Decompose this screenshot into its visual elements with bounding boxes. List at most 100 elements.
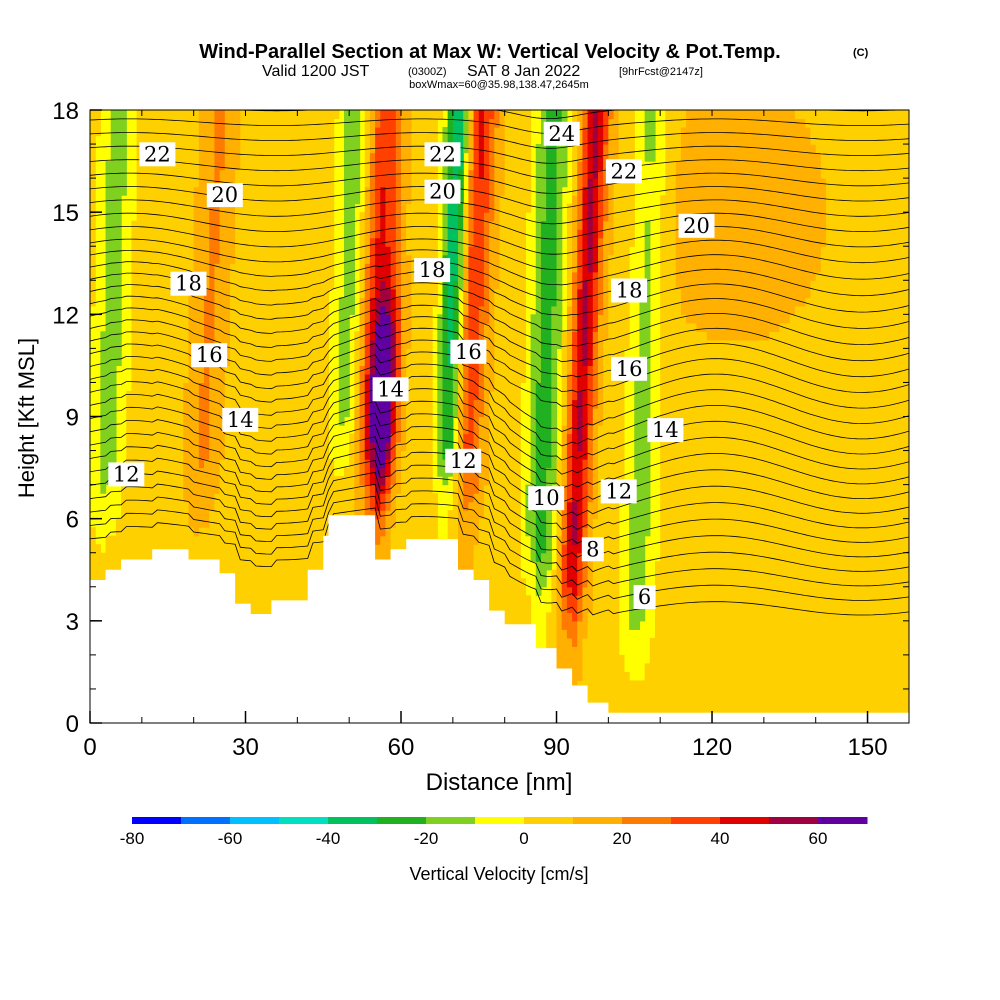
- w-field-cell: [204, 467, 210, 477]
- w-field-cell: [307, 442, 314, 452]
- w-field-cell: [478, 552, 485, 562]
- w-field-cell: [276, 161, 283, 171]
- w-field-cell: [121, 493, 127, 503]
- w-field-cell: [421, 433, 428, 443]
- w-field-cell: [354, 467, 361, 477]
- w-field-cell: [307, 186, 314, 196]
- w-field-cell: [297, 305, 304, 315]
- w-field-cell: [390, 297, 397, 307]
- w-field-cell: [458, 212, 464, 222]
- w-field-cell: [271, 578, 278, 588]
- w-field-cell: [214, 407, 221, 418]
- w-field-cell: [178, 510, 184, 520]
- w-field-cell: [312, 246, 319, 256]
- w-field-cell: [271, 510, 278, 520]
- w-field-cell: [245, 161, 252, 171]
- w-field-cell: [328, 203, 335, 213]
- w-field-cell: [458, 416, 464, 426]
- w-field-cell: [261, 144, 267, 154]
- w-field-cell: [255, 552, 262, 562]
- w-field-cell: [261, 186, 267, 196]
- w-field-cell: [416, 390, 423, 401]
- w-field-cell: [359, 263, 366, 273]
- w-field-cell: [193, 416, 200, 426]
- w-field-cell: [478, 399, 485, 409]
- w-field-cell: [235, 280, 241, 290]
- w-field-cell: [255, 467, 262, 477]
- w-field-cell: [198, 459, 205, 469]
- w-field-cell: [266, 331, 273, 341]
- w-field-cell: [349, 220, 355, 230]
- w-field-cell: [271, 280, 278, 290]
- w-field-cell: [193, 442, 200, 452]
- w-field-cell: [411, 297, 418, 307]
- w-field-cell: [375, 152, 381, 162]
- w-field-cell: [307, 527, 314, 537]
- w-field-cell: [401, 322, 407, 332]
- w-field-cell: [354, 169, 361, 179]
- w-field-cell: [172, 459, 179, 469]
- w-field-cell: [167, 263, 174, 273]
- w-field-cell: [152, 195, 158, 205]
- w-field-cell: [281, 178, 288, 188]
- w-field-cell: [198, 161, 205, 171]
- w-field-cell: [271, 339, 278, 349]
- w-field-cell: [193, 229, 200, 239]
- w-field-cell: [364, 144, 371, 154]
- w-field-cell: [437, 459, 444, 469]
- w-field-cell: [136, 305, 143, 315]
- w-field-cell: [286, 305, 293, 315]
- w-field-cell: [426, 135, 433, 145]
- w-field-cell: [141, 220, 148, 230]
- w-field-cell: [245, 501, 252, 511]
- w-field-cell: [147, 263, 153, 273]
- w-field-cell: [286, 118, 293, 128]
- w-field-cell: [297, 518, 304, 528]
- w-field-cell: [406, 118, 412, 128]
- w-field-cell: [250, 297, 257, 307]
- w-field-cell: [380, 237, 387, 247]
- w-field-cell: [183, 254, 190, 264]
- w-field-cell: [380, 263, 387, 273]
- w-field-cell: [426, 348, 433, 358]
- w-field-cell: [369, 297, 376, 307]
- w-field-cell: [115, 254, 122, 264]
- w-field-cell: [338, 356, 345, 367]
- w-field-cell: [286, 510, 293, 520]
- w-field-cell: [349, 203, 355, 213]
- w-field-cell: [281, 407, 288, 418]
- w-field-cell: [447, 390, 454, 401]
- w-field-cell: [214, 527, 221, 537]
- w-field-cell: [271, 169, 278, 179]
- w-field-cell: [110, 169, 117, 179]
- w-field-cell: [406, 229, 412, 239]
- w-field-cell: [312, 297, 319, 307]
- w-field-cell: [323, 484, 330, 494]
- w-field-cell: [147, 186, 153, 196]
- w-field-cell: [276, 586, 283, 596]
- w-field-cell: [204, 365, 210, 375]
- w-field-cell: [178, 493, 184, 503]
- w-field-cell: [235, 246, 241, 256]
- w-field-cell: [478, 433, 485, 443]
- w-field-cell: [473, 518, 480, 528]
- w-field-cell: [178, 212, 184, 222]
- w-field-cell: [250, 220, 257, 230]
- w-field-cell: [131, 271, 138, 281]
- w-field-cell: [136, 186, 143, 196]
- w-field-cell: [286, 476, 293, 486]
- w-field-cell: [271, 144, 278, 154]
- w-field-cell: [167, 501, 174, 511]
- w-field-cell: [473, 373, 480, 384]
- w-field-cell: [302, 586, 309, 596]
- w-field-cell: [136, 127, 143, 137]
- w-field-cell: [380, 118, 387, 128]
- w-field-cell: [281, 110, 288, 120]
- w-field-cell: [447, 246, 454, 256]
- w-field-cell: [224, 365, 231, 375]
- w-field-cell: [426, 527, 433, 537]
- w-field-cell: [147, 373, 153, 384]
- w-field-cell: [375, 484, 381, 494]
- w-field-cell: [390, 254, 397, 264]
- w-field-cell: [255, 459, 262, 469]
